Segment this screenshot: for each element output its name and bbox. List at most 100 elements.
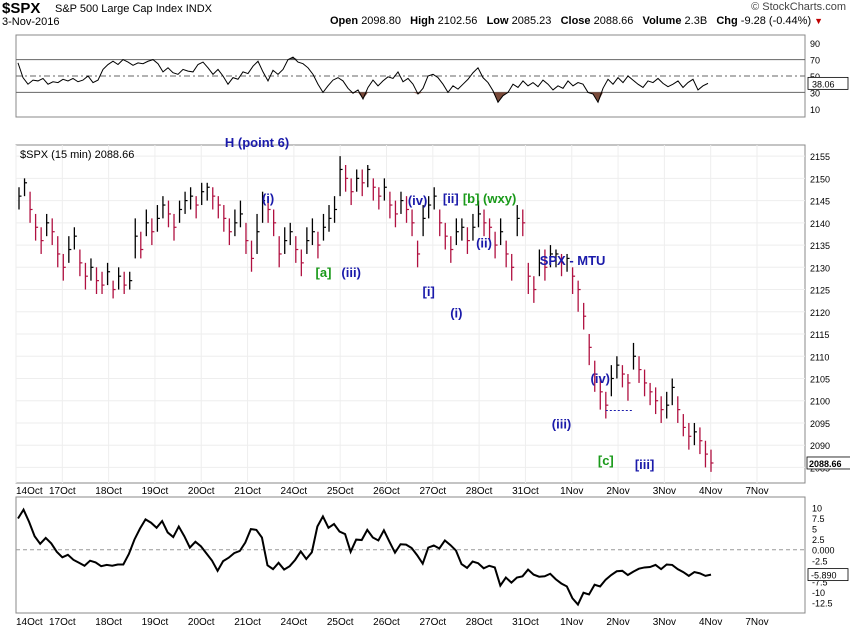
price-axis-tick-label: 2095 [810,419,830,429]
lower-x-tick-label: 2Nov [606,617,629,628]
wave-annotation-label: (iii) [552,417,572,432]
symbol: $SPX [2,0,41,17]
lower-axis-tick-label: 2.5 [812,535,825,545]
brand-watermark: © StockCharts.com [751,1,846,13]
quote-date: 3-Nov-2016 [2,16,60,28]
price-last-value-box [806,456,850,470]
price-axis-tick-label: 2090 [810,441,830,451]
price-x-tick-label: 19Oct [142,486,169,497]
price-x-tick-label: 14Oct [16,486,43,497]
high-value: 2102.56 [437,15,478,27]
wave-annotation-label: [i] [423,284,435,299]
low-value: 2085.23 [511,15,552,27]
upper-axis-tick-label: 90 [810,39,820,49]
lower-x-tick-label: 17Oct [49,617,76,628]
price-axis-tick-label: 2155 [810,152,830,162]
price-axis-tick-label: 2140 [810,219,830,229]
lower-axis-tick-label: 10 [812,504,822,514]
wave-annotation-label: SPX - MTU [540,253,606,268]
lower-last-value-box [807,568,849,582]
lower-x-tick-label: 27Oct [419,617,446,628]
close-label: Close [560,15,591,27]
low-label: Low [486,15,509,27]
lower-x-tick-label: 3Nov [653,617,676,628]
oversold-shading [413,92,418,95]
wave-annotation-label: H (point 6) [225,135,289,150]
lower-x-tick-label: 1Nov [560,617,583,628]
lower-axis-tick-label: -12.5 [812,598,833,608]
wave-annotation-label: (iii) [341,265,361,280]
lower-axis-tick-label: 0.000 [812,546,835,556]
lower-last-value-label: -5.890 [811,571,837,581]
down-arrow-icon: ▼ [814,16,824,26]
price-chart-title: $SPX (15 min) 2088.66 [20,149,134,161]
wave-annotation-label: [b] (wxy) [463,191,516,206]
upper-axis-tick-label: 30 [810,88,820,98]
lower-panel-frame [15,496,806,614]
lower-x-tick-label: 18Oct [95,617,122,628]
price-x-tick-label: 2Nov [606,486,629,497]
close-value: 2088.66 [593,15,634,27]
price-x-tick-label: 4Nov [699,486,722,497]
wave-annotation-label: (ii) [476,235,492,250]
upper-axis-tick-label: 10 [810,105,820,115]
lower-oscillator-line [17,507,712,607]
price-x-tick-label: 3Nov [653,486,676,497]
lower-axis-tick-label: 7.5 [812,514,825,524]
wave-annotation-label: [ii] [443,191,459,206]
security-full-name: S&P 500 Large Cap Index [55,3,183,15]
lower-axis-tick-label: -10 [812,588,825,598]
price-x-tick-label: 18Oct [95,486,122,497]
lower-x-tick-label: 14Oct [16,617,43,628]
lower-x-tick-label: 21Oct [234,617,261,628]
change-value: -9.28 (-0.44%) [740,15,812,27]
lower-x-tick-label: 19Oct [142,617,169,628]
price-axis-tick-label: 2115 [810,330,829,340]
price-x-tick-label: 26Oct [373,486,400,497]
price-axis-tick-label: 2120 [810,308,830,318]
lower-x-tick-label: 20Oct [188,617,215,628]
lower-x-tick-label: 24Oct [281,617,308,628]
lower-axis-tick-label: 5 [812,525,817,535]
price-axis-tick-label: 2110 [810,352,829,362]
change-label: Chg [716,15,738,27]
exchange-label: INDX [185,3,212,15]
wave-annotation-label: (i) [450,306,462,321]
wave-annotation-label: [iii] [635,457,655,472]
lower-x-tick-label: 26Oct [373,617,400,628]
volume-value: 2.3B [684,15,708,27]
price-x-tick-label: 7Nov [745,486,768,497]
lower-x-tick-label: 25Oct [327,617,354,628]
price-x-tick-label: 31Oct [512,486,539,497]
price-axis-tick-label: 2100 [810,397,830,407]
price-x-tick-label: 24Oct [281,486,308,497]
upper-last-value-box [807,76,849,90]
lower-x-tick-label: 4Nov [699,617,722,628]
security-name: S&P 500 Large Cap Index INDX [55,3,212,15]
price-x-tick-label: 27Oct [419,486,446,497]
lower-axis-tick-label: -7.5 [812,577,828,587]
wave-annotation-label: (iv) [408,193,428,208]
price-axis-tick-label: 2150 [810,174,830,184]
quote-summary: Open 2098.80 High 2102.56 Low 2085.23 Cl… [330,15,823,27]
lower-x-tick-label: 28Oct [466,617,493,628]
lower-axis-tick-label: -2.5 [812,556,828,566]
price-x-tick-label: 28Oct [466,486,493,497]
upper-last-value-label: 38.06 [812,79,835,89]
price-axis-tick-label: 2135 [810,241,830,251]
price-last-value-label: 2088.66 [809,459,842,469]
open-value: 2098.80 [361,15,401,27]
wave-annotation-label: (i) [262,191,274,206]
upper-axis-tick-label: 70 [810,56,820,66]
price-x-tick-label: 17Oct [49,486,76,497]
price-x-tick-label: 1Nov [560,486,583,497]
volume-label: Volume [642,15,682,27]
open-label: Open [330,15,359,27]
price-axis-tick-label: 2105 [810,374,830,384]
price-x-tick-label: 21Oct [234,486,261,497]
price-axis-tick-label: 2125 [810,286,830,296]
wave-annotation-label: [a] [316,265,332,280]
lower-x-tick-label: 31Oct [512,617,539,628]
high-label: High [410,15,435,27]
